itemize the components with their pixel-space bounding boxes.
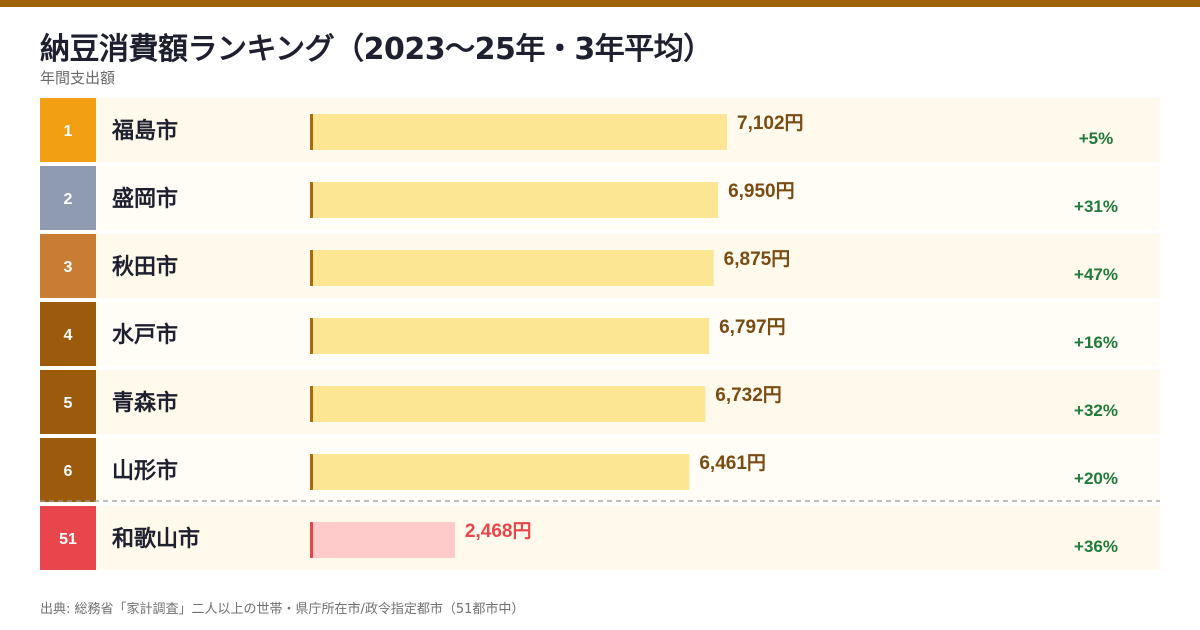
ranking-row-2: 2 盛岡市 6,950円 +31% (40, 166, 1160, 230)
ranking-row-3: 3 秋田市 6,875円 +47% (40, 234, 1160, 298)
rank-number: 3 (64, 259, 73, 276)
value-label: 6,732円 (715, 385, 782, 406)
value-bar (310, 182, 719, 218)
rank-number: 4 (64, 327, 73, 344)
value-label: 6,797円 (719, 317, 786, 338)
rank-badge (40, 234, 96, 298)
change-rate: +5% (1079, 129, 1114, 148)
value-label: 2,468円 (465, 521, 532, 542)
rank-badge (40, 302, 96, 366)
rank-badge (40, 98, 96, 162)
value-bar (310, 386, 706, 422)
ranking-row-5: 5 青森市 6,732円 +32% (40, 370, 1160, 434)
rank-badge (40, 506, 96, 570)
value-bar (310, 454, 690, 490)
city-name: 山形市 (112, 458, 178, 483)
change-rate: +36% (1074, 537, 1118, 556)
rank-number: 2 (64, 191, 73, 208)
ranking-row-4: 4 水戸市 6,797円 +16% (40, 302, 1160, 366)
chart-title: 納豆消費額ランキング（2023〜25年・3年平均） (40, 32, 713, 67)
value-bar-edge (310, 386, 313, 422)
value-bar (310, 522, 455, 558)
city-name: 秋田市 (112, 254, 178, 279)
value-bar-edge (310, 522, 313, 558)
value-bar-edge (310, 318, 313, 354)
value-bar (310, 114, 727, 150)
row-background (40, 506, 1160, 570)
value-bar-edge (310, 182, 313, 218)
rank-number: 6 (64, 463, 73, 480)
value-bar-edge (310, 114, 313, 150)
change-rate: +20% (1074, 469, 1118, 488)
change-rate: +16% (1074, 333, 1118, 352)
source-note: 出典: 総務省「家計調査」二人以上の世帯・県庁所在市/政令指定都市（51都市中） (40, 602, 525, 617)
rank-badge (40, 166, 96, 230)
change-rate: +31% (1074, 197, 1118, 216)
city-name: 水戸市 (112, 322, 178, 347)
value-bar (310, 318, 710, 354)
rank-number: 51 (59, 531, 77, 548)
value-bar-edge (310, 250, 313, 286)
city-name: 和歌山市 (112, 526, 200, 551)
ranking-row-6: 6 山形市 6,461円 +20% (40, 438, 1160, 502)
value-label: 6,950円 (728, 181, 795, 202)
rank-number: 5 (64, 395, 73, 412)
rank-badge (40, 438, 96, 502)
value-label: 6,461円 (699, 453, 766, 474)
value-bar (310, 250, 714, 286)
value-bar-edge (310, 454, 313, 490)
ranking-row-1: 1 福島市 7,102円 +5% (40, 98, 1160, 162)
rank-number: 1 (64, 123, 73, 140)
change-rate: +47% (1074, 265, 1118, 284)
value-label: 6,875円 (724, 249, 791, 270)
change-rate: +32% (1074, 401, 1118, 420)
city-name: 盛岡市 (112, 186, 178, 211)
top-accent-bar (0, 0, 1200, 7)
city-name: 青森市 (112, 390, 178, 415)
ranking-row-51: 51 和歌山市 2,468円 +36% (40, 506, 1160, 570)
chart-subtitle: 年間支出額 (40, 69, 116, 87)
value-label: 7,102円 (737, 113, 804, 134)
city-name: 福島市 (111, 118, 178, 143)
rank-badge (40, 370, 96, 434)
